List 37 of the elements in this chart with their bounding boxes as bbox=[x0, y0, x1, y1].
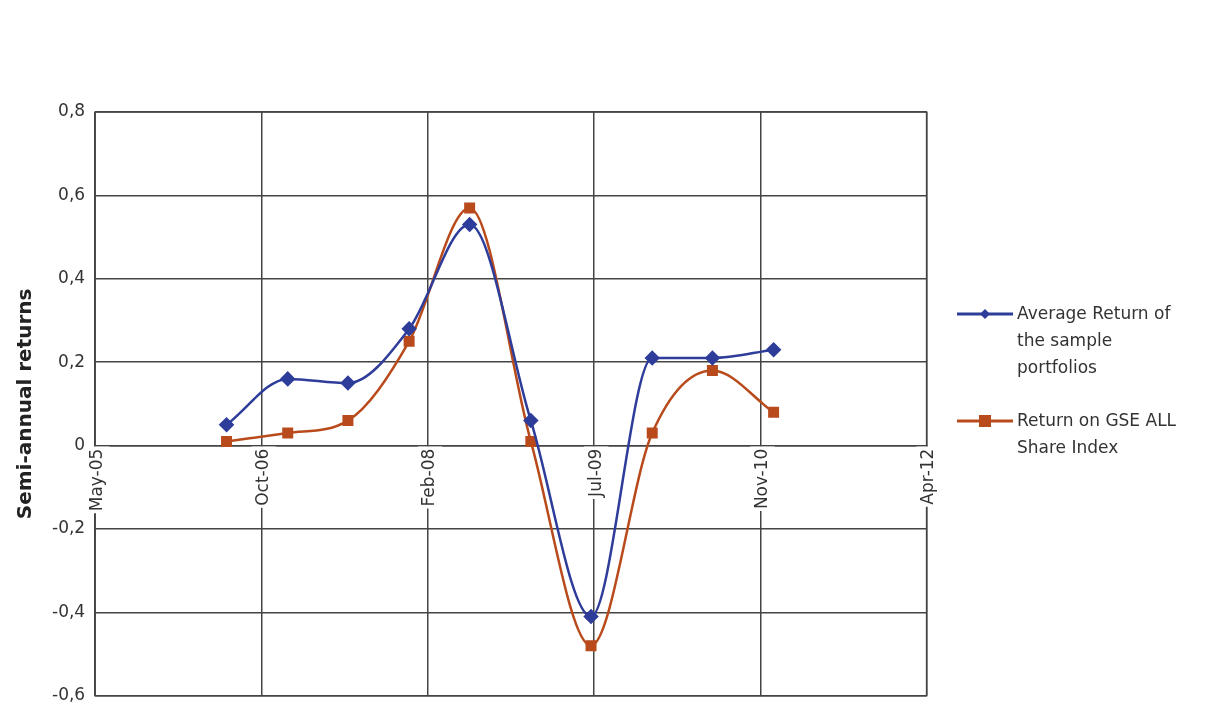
point bbox=[340, 375, 356, 391]
point bbox=[523, 413, 539, 428]
y-tick-label: -0,4 bbox=[52, 600, 86, 621]
y-axis-title: Semi-annual returns bbox=[12, 288, 37, 520]
y-tick-label: 0,8 bbox=[58, 100, 86, 121]
legend-label: Average Return of the sample portfolios bbox=[1017, 302, 1172, 379]
point bbox=[282, 427, 294, 439]
y-tick-label: 0 bbox=[74, 434, 86, 455]
point bbox=[464, 202, 476, 214]
point bbox=[280, 371, 295, 387]
point bbox=[583, 609, 599, 624]
point bbox=[401, 321, 417, 337]
y-tick-label: -0,2 bbox=[52, 517, 86, 538]
point bbox=[706, 365, 718, 377]
y-tick-label: 0,6 bbox=[58, 183, 86, 204]
point bbox=[462, 217, 477, 232]
point bbox=[768, 406, 780, 418]
x-tick-label: Apr-12 bbox=[917, 448, 938, 505]
point bbox=[766, 342, 781, 357]
x-tick-label: Feb-08 bbox=[418, 448, 439, 507]
x-tick-label: Nov-10 bbox=[750, 448, 771, 510]
point bbox=[646, 427, 658, 439]
x-tick-label: Oct-06 bbox=[252, 448, 273, 506]
x-tick-label: May-05 bbox=[85, 448, 106, 512]
point bbox=[342, 415, 354, 427]
point bbox=[585, 640, 597, 652]
point bbox=[221, 435, 233, 447]
y-tick-label: -0,6 bbox=[52, 684, 86, 705]
legend-label: Return on GSE ALL Share Index bbox=[1017, 409, 1178, 459]
point bbox=[525, 435, 537, 447]
y-tick-label: 0,4 bbox=[58, 267, 86, 288]
point bbox=[644, 350, 660, 366]
x-tick-label: Jul-09 bbox=[584, 448, 605, 498]
point bbox=[705, 350, 720, 366]
point bbox=[403, 335, 415, 347]
y-tick-label: 0,2 bbox=[58, 350, 86, 371]
point bbox=[219, 417, 234, 432]
